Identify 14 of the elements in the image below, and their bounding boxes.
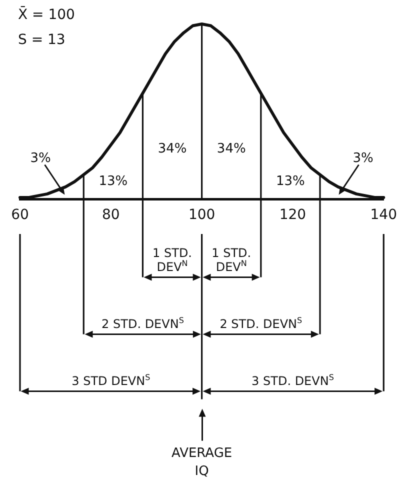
annotation: 13% (98, 174, 128, 189)
annotation: 13% (276, 174, 305, 189)
annotation: 34% (158, 141, 187, 156)
text: X̄ = 100 (18, 5, 75, 23)
annotation: 34% (216, 141, 246, 156)
annotation: S = 13 (18, 32, 66, 48)
annotation: 3% (30, 150, 51, 166)
ref-line-label: AVERAGE IQ (172, 446, 232, 480)
x-tick-label: 100 (188, 207, 216, 224)
x-tick-label: 120 (279, 207, 306, 224)
x-tick-label: 140 (370, 207, 398, 224)
annotation: 3% (352, 150, 374, 166)
x-tick-label: 60 (11, 207, 29, 224)
x-tick-label: 80 (102, 207, 120, 224)
